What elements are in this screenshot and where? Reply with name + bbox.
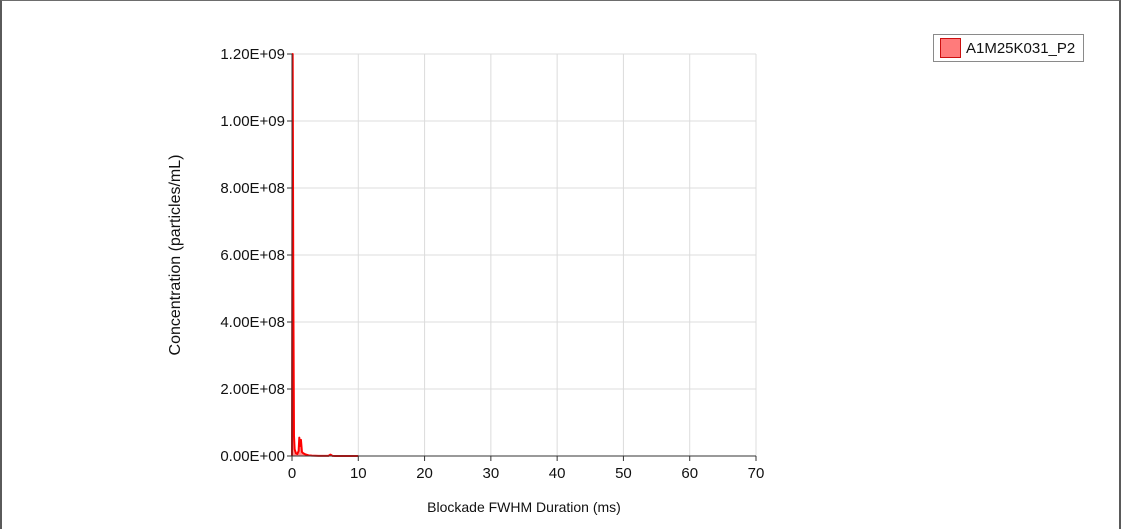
x-tick-label: 10	[350, 465, 367, 482]
tick-labels: 0 10 20 30 40 50 60 70 0.00E+00 2.00E+08 4.00E+08 6…	[220, 46, 764, 482]
x-tick-label: 0	[288, 465, 296, 482]
axes	[287, 53, 757, 461]
plot-area	[291, 53, 359, 457]
legend-label: A1M25K031_P2	[966, 39, 1076, 57]
x-tick-label: 70	[748, 465, 765, 482]
y-tick-label: 1.00E+09	[220, 113, 285, 130]
x-axis-title: Blockade FWHM Duration (ms)	[427, 499, 621, 515]
y-tick-label: 2.00E+08	[220, 381, 285, 398]
y-tick-label: 8.00E+08	[220, 180, 285, 197]
x-tick-label: 20	[416, 465, 433, 482]
y-tick-label: 6.00E+08	[220, 247, 285, 264]
y-tick-label: 4.00E+08	[220, 314, 285, 331]
x-tick-label: 30	[483, 465, 500, 482]
x-tick-label: 50	[615, 465, 632, 482]
x-tick-label: 60	[681, 465, 698, 482]
legend[interactable]: A1M25K031_P2	[933, 34, 1085, 62]
y-axis-title: Concentration (particles/mL)	[167, 155, 184, 356]
series-line	[291, 53, 359, 457]
y-tick-label: 0.00E+00	[220, 448, 285, 465]
y-tick-label: 1.20E+09	[220, 46, 285, 63]
legend-swatch	[940, 38, 961, 58]
x-tick-label: 40	[549, 465, 566, 482]
grid-lines	[292, 53, 757, 456]
